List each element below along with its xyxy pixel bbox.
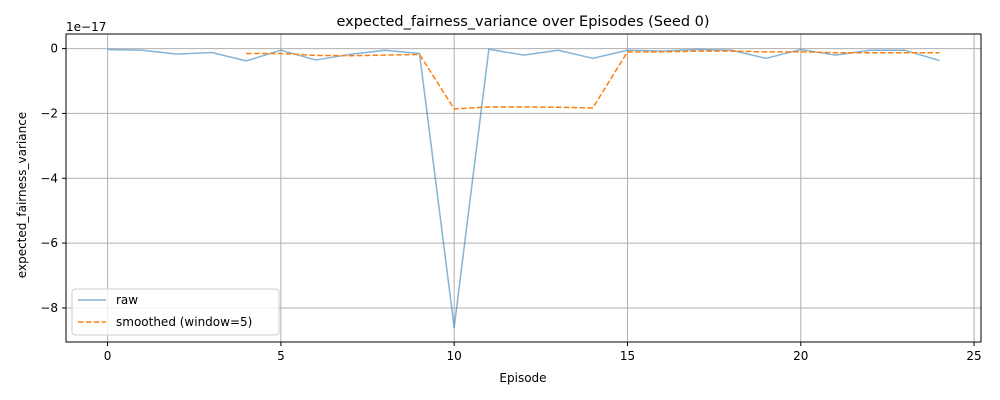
- series-line-raw: [107, 48, 940, 329]
- y-tick-label: −2: [40, 106, 58, 120]
- x-tick-label: 0: [104, 349, 112, 363]
- x-tick-label: 5: [277, 349, 285, 363]
- legend-label-smoothed: smoothed (window=5): [116, 315, 252, 329]
- y-tick-label: −4: [40, 171, 58, 185]
- legend-label-raw: raw: [116, 293, 138, 307]
- plot-area-frame: [65, 33, 982, 343]
- y-tick-label: −6: [40, 236, 58, 250]
- y-axis-label: expected_fairness_variance: [15, 112, 29, 278]
- legend: raw smoothed (window=5): [71, 288, 280, 336]
- y-tick-label: −8: [40, 301, 58, 315]
- legend-box: [71, 288, 280, 336]
- x-tick-label: 20: [793, 349, 808, 363]
- series-lines: [107, 48, 940, 329]
- axis-ticks: 0 5 10 15 20 25 −8 −6 −4 −2 0: [40, 42, 981, 363]
- x-tick-label: 10: [447, 349, 462, 363]
- x-axis-label: Episode: [499, 371, 546, 385]
- series-line-smoothed: [246, 50, 940, 110]
- x-tick-label: 25: [966, 349, 981, 363]
- y-axis-offset-label: 1e−17: [66, 20, 106, 34]
- y-tick-label: 0: [50, 42, 58, 56]
- chart-title: expected_fairness_variance over Episodes…: [336, 14, 709, 30]
- x-tick-label: 15: [620, 349, 635, 363]
